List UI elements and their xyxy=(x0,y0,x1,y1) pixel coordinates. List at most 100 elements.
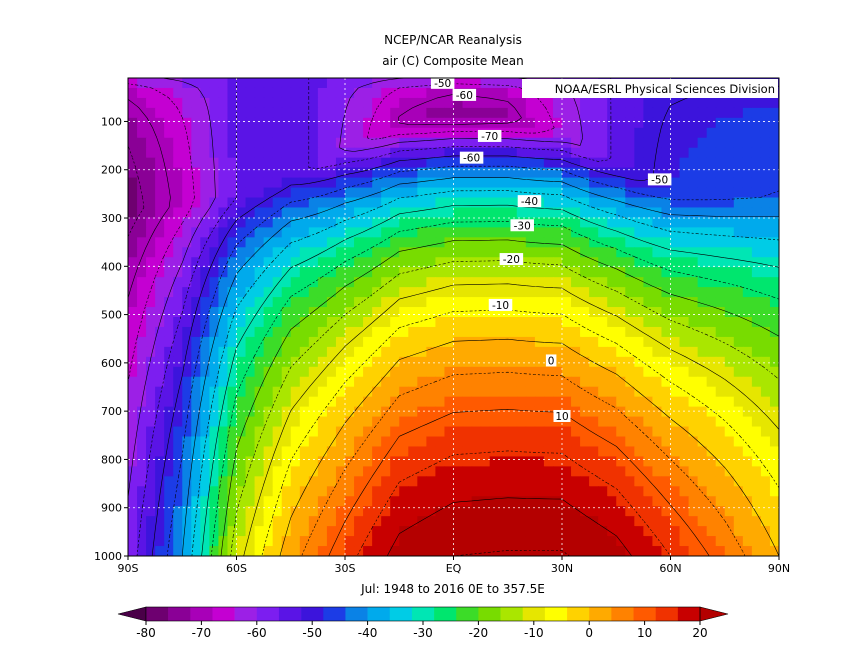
contour-label-bg xyxy=(553,409,571,422)
field-cell xyxy=(525,396,536,408)
field-cell xyxy=(173,187,183,199)
field-cell xyxy=(128,336,138,348)
field-cell xyxy=(643,346,654,358)
field-cell xyxy=(317,127,328,139)
field-cell xyxy=(128,217,138,228)
field-cell xyxy=(417,326,427,338)
field-cell xyxy=(417,237,427,248)
field-cell xyxy=(462,137,473,149)
field-cell xyxy=(263,87,274,99)
field-cell xyxy=(534,546,545,556)
field-cell xyxy=(272,406,283,418)
field-cell xyxy=(345,87,355,99)
field-cell xyxy=(281,366,292,378)
field-cell xyxy=(173,247,183,258)
field-cell xyxy=(679,416,690,428)
field-cell xyxy=(272,147,283,159)
field-cell xyxy=(769,326,779,338)
field-cell xyxy=(507,297,518,308)
field-cell xyxy=(290,536,301,547)
field-cell xyxy=(146,356,156,368)
y-tick-label: 500 xyxy=(101,309,122,322)
field-cell xyxy=(616,456,626,467)
field-cell xyxy=(372,476,382,487)
field-cell xyxy=(525,496,536,507)
field-cell xyxy=(444,466,455,477)
field-cell xyxy=(634,317,644,328)
field-cell xyxy=(164,336,174,348)
field-cell xyxy=(408,366,418,378)
field-cell xyxy=(263,446,274,458)
field-cell xyxy=(191,546,201,556)
field-cell xyxy=(254,277,265,288)
field-cell xyxy=(498,237,509,248)
field-cell xyxy=(435,466,446,477)
field-cell xyxy=(462,386,473,398)
field-cell xyxy=(435,406,446,418)
field-cell xyxy=(571,177,581,189)
field-cell xyxy=(363,476,373,487)
field-cell xyxy=(661,227,672,238)
field-cell xyxy=(417,167,427,179)
field-cell xyxy=(335,426,346,438)
field-cell xyxy=(182,137,192,149)
field-cell xyxy=(453,336,464,348)
field-cell xyxy=(335,177,346,189)
field-cell xyxy=(480,307,491,318)
field-cell xyxy=(688,157,699,169)
field-cell xyxy=(742,546,753,556)
field-cell xyxy=(643,137,654,149)
field-cell xyxy=(399,227,409,238)
field-cell xyxy=(146,326,156,338)
field-cell xyxy=(507,317,518,328)
field-cell xyxy=(525,516,536,527)
field-cell xyxy=(155,127,165,139)
field-cell xyxy=(498,307,509,318)
field-cell xyxy=(381,97,391,109)
field-cell xyxy=(543,217,554,228)
field-cell xyxy=(589,386,599,398)
field-cell xyxy=(345,317,355,328)
field-cell xyxy=(543,287,554,298)
field-cell xyxy=(489,267,500,278)
field-cell xyxy=(209,117,220,129)
field-cell xyxy=(128,137,138,149)
field-cell xyxy=(272,167,283,179)
field-cell xyxy=(715,406,726,418)
field-cell xyxy=(381,227,391,238)
field-cell xyxy=(245,177,256,189)
field-cell xyxy=(634,446,644,458)
field-cell xyxy=(607,356,617,368)
field-cell xyxy=(254,87,265,99)
field-cell xyxy=(534,516,545,527)
field-cell xyxy=(218,127,229,139)
field-cell xyxy=(290,277,301,288)
field-cell xyxy=(317,237,328,248)
colorbar-tick-label: 10 xyxy=(637,626,652,640)
field-cell xyxy=(272,257,283,268)
field-cell xyxy=(137,167,147,179)
field-cell xyxy=(128,406,138,418)
field-cell xyxy=(146,227,156,238)
field-cell xyxy=(173,546,183,556)
field-cell xyxy=(480,217,491,228)
field-cell xyxy=(335,386,346,398)
field-cell xyxy=(543,307,554,318)
field-cell xyxy=(625,496,635,507)
field-cell xyxy=(598,197,608,209)
field-cell xyxy=(571,117,581,129)
field-cell xyxy=(724,317,735,328)
field-cell xyxy=(399,197,409,209)
x-tick-label: 60S xyxy=(226,562,247,575)
field-cell xyxy=(580,496,590,507)
field-cell xyxy=(173,496,183,507)
field-cell xyxy=(543,466,554,477)
field-cell xyxy=(263,107,274,119)
field-cell xyxy=(688,117,699,129)
field-cell xyxy=(335,187,346,199)
field-cell xyxy=(128,167,138,179)
field-cell xyxy=(769,386,779,398)
field-cell xyxy=(372,536,382,547)
field-cell xyxy=(426,307,437,318)
field-cell xyxy=(146,107,156,119)
